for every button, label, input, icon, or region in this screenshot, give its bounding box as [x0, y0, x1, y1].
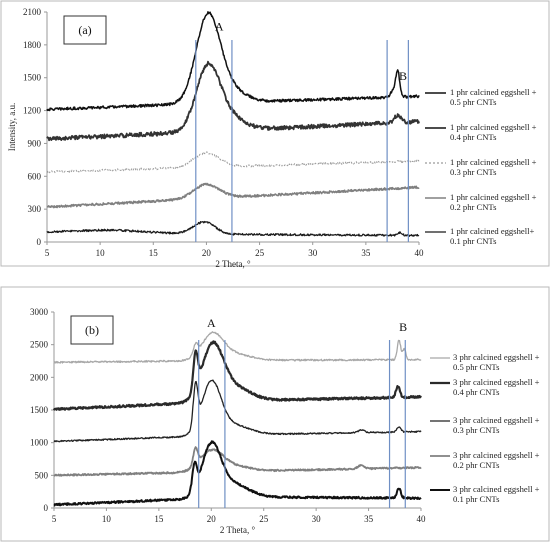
legend-label: 0.2 phr CNTs — [453, 460, 500, 470]
peak-label: A — [207, 316, 216, 330]
panel-label: (b) — [85, 323, 99, 337]
legend-label: 0.4 phr CNTs — [450, 132, 497, 142]
series-line — [46, 11, 420, 112]
x-tick-label: 25 — [255, 248, 265, 258]
legend-label: 0.5 phr CNTs — [453, 362, 500, 372]
x-axis-title: 2 Theta, ° — [215, 259, 251, 269]
series-line — [46, 60, 420, 142]
series-line — [52, 340, 422, 411]
y-tick-label: 3000 — [30, 307, 49, 317]
peak-label: B — [399, 69, 407, 83]
x-tick-label: 5 — [45, 248, 50, 258]
x-tick-label: 15 — [149, 248, 159, 258]
y-tick-label: 600 — [28, 171, 42, 181]
series-line — [46, 220, 420, 237]
legend-label: 0.1 phr CNTs — [450, 236, 497, 246]
series-line — [53, 440, 422, 507]
legend-label: 0.4 phr CNTs — [453, 387, 500, 397]
legend-label: 0.5 phr CNTs — [450, 97, 497, 107]
x-tick-label: 25 — [259, 514, 269, 524]
legend-label: 1 phr calcined eggshell + — [450, 87, 537, 97]
series-line — [46, 151, 420, 174]
y-tick-label: 300 — [28, 204, 42, 214]
y-tick-label: 1500 — [23, 73, 42, 83]
y-tick-label: 2500 — [30, 340, 49, 350]
x-tick-label: 5 — [52, 514, 57, 524]
x-axis-title: 2 Theta, ° — [220, 525, 256, 535]
y-tick-label: 0 — [37, 237, 42, 247]
x-tick-label: 40 — [417, 514, 427, 524]
x-tick-label: 35 — [361, 248, 371, 258]
y-tick-label: 0 — [44, 503, 49, 513]
legend-label: 3 phr calcined eggshell + — [453, 450, 540, 460]
panel-a: 5 10 15 20 25 30 35 40 0 300 600 900 1200 1500 1800 210… — [0, 0, 550, 269]
legend-label: 0.3 phr CNTs — [453, 425, 500, 435]
panel-label-box — [70, 315, 114, 345]
legend-label: 1 phr calcined eggshell + — [450, 157, 537, 167]
x-tick-label: 30 — [308, 248, 318, 258]
legend-label: 1 phr calcined eggshell+ — [450, 226, 534, 236]
legend-label: 0.3 phr CNTs — [450, 167, 497, 177]
peak-label: B — [399, 320, 407, 334]
x-tick-label: 10 — [102, 514, 112, 524]
y-tick-label: 1800 — [23, 40, 42, 50]
x-tick-label: 20 — [207, 514, 217, 524]
panel-frame — [0, 0, 550, 267]
peak-label: A — [215, 20, 224, 34]
panel-b: 5 10 15 20 25 30 35 40 0 500 1000 1500 2000 2500 3000 2… — [0, 286, 550, 542]
legend-label: 3 phr calcined eggshell + — [453, 484, 540, 494]
legend-label: 3 phr calcined eggshell + — [453, 415, 540, 425]
legend-label: 3 phr calcined eggshell + — [453, 352, 540, 362]
y-tick-label: 2000 — [30, 372, 49, 382]
y-tick-label: 2100 — [23, 7, 42, 17]
x-tick-label: 40 — [415, 248, 425, 258]
series-line — [53, 331, 422, 364]
y-tick-label: 1000 — [30, 438, 49, 448]
y-tick-label: 900 — [28, 138, 42, 148]
series-line — [53, 446, 422, 477]
x-tick-label: 10 — [96, 248, 106, 258]
legend-label: 3 phr calcined eggshell + — [453, 377, 540, 387]
x-tick-label: 15 — [154, 514, 164, 524]
legend-label: 0.2 phr CNTs — [450, 202, 497, 212]
panel-label: (a) — [78, 23, 91, 37]
panel-label-box — [63, 15, 107, 45]
series-line — [53, 379, 422, 443]
x-tick-label: 30 — [312, 514, 322, 524]
y-tick-label: 1500 — [30, 405, 49, 415]
y-tick-label: 1200 — [23, 106, 42, 116]
legend-label: 1 phr calcined eggshell + — [450, 192, 537, 202]
x-tick-label: 35 — [364, 514, 374, 524]
y-tick-label: 500 — [35, 470, 49, 480]
legend-label: 1 phr calcined eggshell + — [450, 122, 537, 132]
x-tick-label: 20 — [202, 248, 212, 258]
legend-label: 0.1 phr CNTs — [453, 494, 500, 504]
series-line — [46, 182, 420, 209]
y-axis-title: Intensity, a.u. — [7, 103, 17, 151]
